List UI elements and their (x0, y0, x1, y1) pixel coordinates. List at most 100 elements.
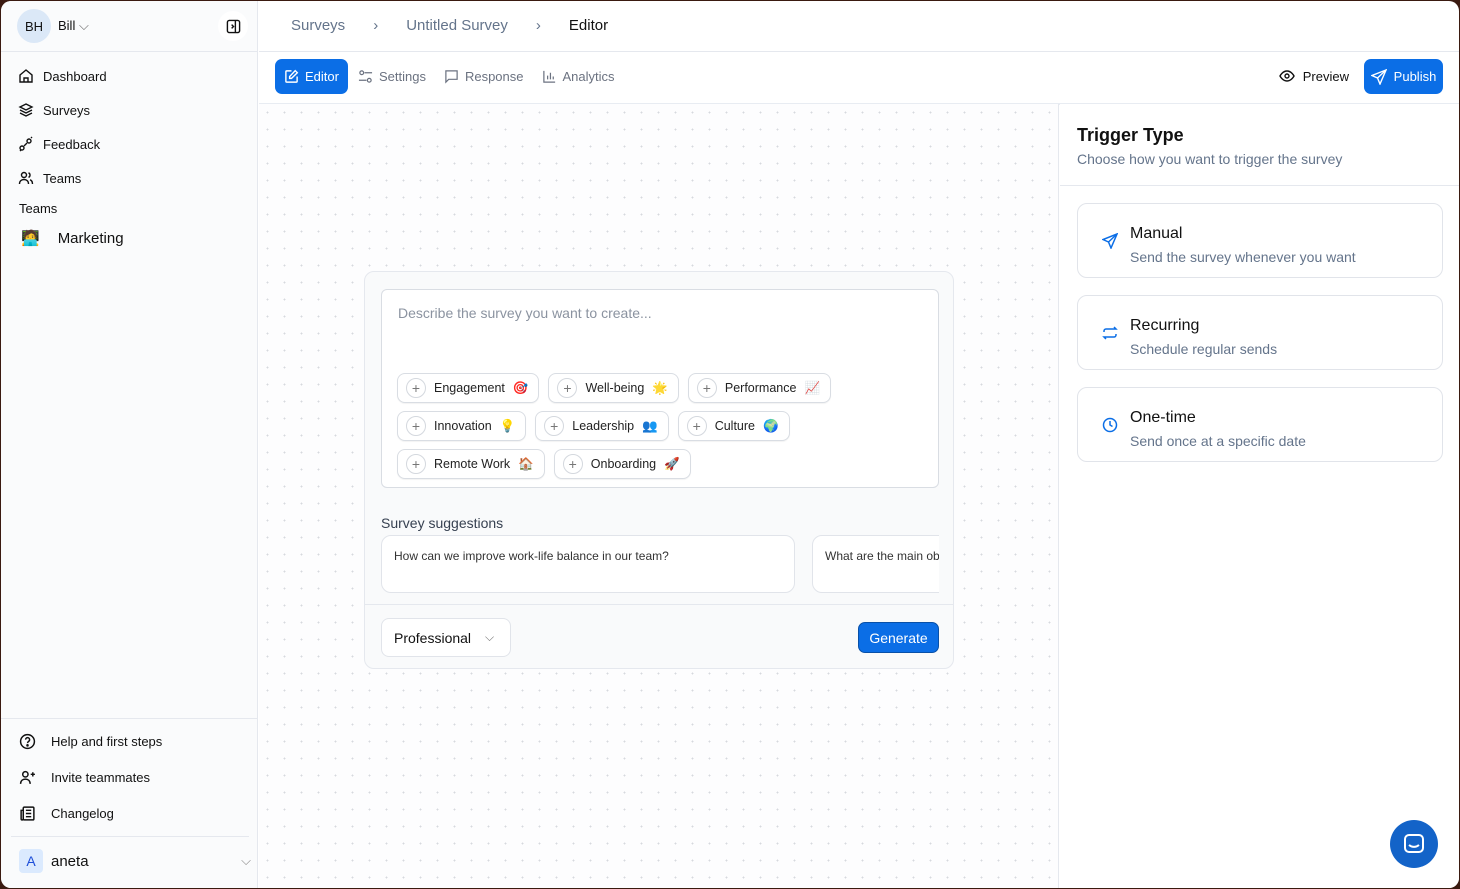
user-name: Bill (58, 18, 76, 33)
chevron-down-icon: ⌵ (241, 853, 251, 868)
sidebar-item-label: Dashboard (43, 68, 107, 84)
chip-label: Remote Work (434, 457, 511, 471)
account-name: aneta (51, 852, 89, 870)
sidebar-item-dashboard[interactable]: Dashboard (18, 68, 107, 84)
breadcrumb-survey[interactable]: Untitled Survey (406, 17, 508, 34)
eye-icon (1278, 70, 1295, 82)
topic-chip[interactable]: + Remote Work 🏠 (397, 449, 545, 479)
team-emoji-icon: 🧑‍💻 (21, 230, 40, 247)
chevron-down-icon: ⌵ (78, 18, 89, 33)
chat-support-button[interactable] (1390, 820, 1438, 868)
plus-icon: + (686, 416, 707, 436)
preview-label: Preview (1302, 68, 1349, 84)
changelog-label: Changelog (51, 806, 114, 821)
option-title: One-time (1130, 409, 1196, 426)
chip-emoji-icon: 🎯 (512, 380, 529, 395)
chevron-right-icon: › (373, 17, 379, 34)
plus-icon: + (406, 454, 426, 474)
tone-select[interactable]: Professional ⌵ (381, 618, 511, 657)
trigger-option-recurring[interactable]: Recurring Schedule regular sends (1077, 295, 1443, 370)
generate-button[interactable]: Generate (858, 622, 939, 653)
trigger-option-manual[interactable]: Manual Send the survey whenever you want (1077, 203, 1443, 278)
panel-title: Trigger Type (1077, 125, 1184, 145)
tab-analytics[interactable]: Analytics (542, 59, 623, 94)
avatar[interactable]: BH (17, 9, 51, 43)
divider (11, 836, 249, 837)
publish-button[interactable]: Publish (1364, 59, 1443, 94)
option-desc: Send once at a specific date (1130, 433, 1306, 449)
tab-bar: Editor Settings Response Analytics (275, 59, 623, 94)
chip-emoji-icon: 🌍 (763, 418, 779, 433)
breadcrumb-surveys[interactable]: Surveys (291, 17, 346, 34)
divider (365, 604, 953, 605)
chip-label: Engagement (434, 381, 505, 395)
topic-chip[interactable]: + Performance 📈 (687, 373, 832, 403)
sidebar-item-label: Teams (43, 170, 82, 186)
user-menu[interactable]: Bill ⌵ (58, 18, 89, 34)
topic-chip[interactable]: + Innovation 💡 (397, 411, 527, 441)
divider (1060, 185, 1459, 186)
divider (1, 51, 258, 52)
chevron-down-icon: ⌵ (485, 630, 495, 644)
chip-emoji-icon: 🌟 (652, 380, 668, 395)
help-link[interactable]: Help and first steps (19, 733, 162, 750)
tone-value: Professional (394, 629, 472, 646)
topic-chip[interactable]: + Culture 🌍 (677, 411, 790, 441)
repeat-icon (1102, 326, 1118, 340)
sidebar-item-teams[interactable]: Teams (18, 170, 81, 186)
tab-settings[interactable]: Settings (358, 59, 434, 94)
chevron-right-icon: › (535, 17, 541, 34)
plus-icon: + (696, 378, 717, 398)
option-desc: Send the survey whenever you want (1130, 249, 1356, 265)
trigger-option-one-time[interactable]: One-time Send once at a specific date (1077, 387, 1443, 462)
help-circle-icon (19, 733, 36, 750)
message-square-icon (445, 70, 458, 84)
sidebar-item-surveys[interactable]: Surveys (18, 102, 90, 118)
sidebar-item-label: Feedback (43, 136, 101, 152)
send-icon (1102, 233, 1118, 249)
layers-icon (18, 103, 34, 117)
chip-emoji-icon: 🏠 (518, 456, 534, 471)
chip-label: Onboarding (590, 457, 657, 471)
tab-label: Response (464, 69, 524, 84)
suggestions-heading: Survey suggestions (381, 515, 504, 531)
home-icon (19, 69, 33, 83)
plus-icon: + (557, 378, 578, 398)
option-title: Recurring (1130, 317, 1200, 334)
chip-label: Well-being (585, 381, 645, 395)
topic-chip[interactable]: + Onboarding 🚀 (553, 449, 691, 479)
plus-icon: + (406, 378, 426, 398)
topic-chip[interactable]: + Well-being 🌟 (548, 373, 679, 403)
preview-button[interactable]: Preview (1278, 68, 1349, 84)
topic-chips: + Engagement 🎯 + Well-being 🌟 + Performance 📈 + In… (397, 373, 937, 479)
suggestion-card[interactable]: How can we improve work-life balance in … (381, 535, 795, 593)
topic-chip[interactable]: + Leadership 👥 (535, 411, 669, 441)
feedback-icon (19, 136, 33, 152)
newspaper-icon (20, 806, 35, 821)
chip-emoji-icon: 📈 (804, 380, 821, 395)
clock-icon (1102, 417, 1118, 433)
chip-emoji-icon: 🚀 (664, 456, 680, 471)
invite-link[interactable]: Invite teammates (19, 769, 150, 786)
send-icon (1370, 68, 1387, 85)
sidebar-item-feedback[interactable]: Feedback (18, 136, 100, 152)
account-avatar: A (19, 849, 43, 873)
collapse-sidebar-button[interactable] (218, 11, 248, 41)
topic-chip[interactable]: + Engagement 🎯 (397, 373, 540, 403)
help-label: Help and first steps (51, 734, 163, 749)
tab-response[interactable]: Response (444, 59, 532, 94)
main: Surveys › Untitled Survey › Editor Editor … (259, 1, 1459, 888)
suggestion-card[interactable]: What are the main ob (812, 535, 939, 593)
sliders-icon (358, 70, 373, 83)
survey-description-input[interactable]: Describe the survey you want to create..… (381, 289, 939, 488)
changelog-link[interactable]: Changelog (19, 805, 114, 822)
chip-label: Performance (724, 381, 797, 395)
team-item-marketing[interactable]: 🧑‍💻 Marketing (21, 229, 124, 248)
tab-editor[interactable]: Editor (275, 59, 348, 94)
panel-subtitle: Choose how you want to trigger the surve… (1077, 151, 1343, 167)
breadcrumb: Surveys › Untitled Survey › Editor (291, 17, 608, 34)
suggestions-carousel: How can we improve work-life balance in … (381, 535, 939, 593)
sidebar: BH Bill ⌵ Dashboard Surveys Feedback Tea… (1, 1, 258, 888)
